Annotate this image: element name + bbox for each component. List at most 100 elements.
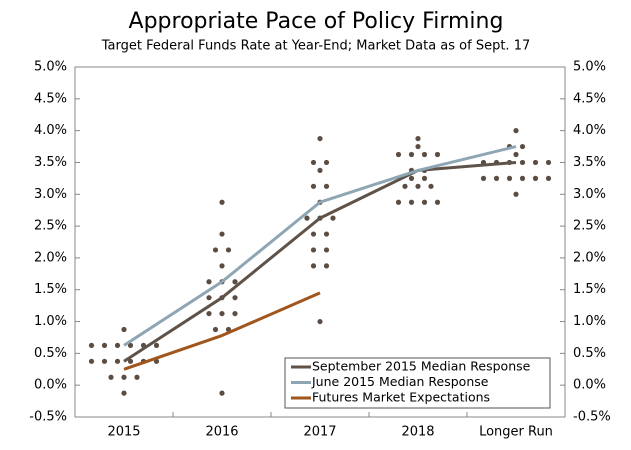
dot	[232, 279, 238, 285]
y-tick-label: 3.0%	[34, 187, 67, 202]
dot	[310, 183, 317, 189]
dot	[415, 183, 421, 189]
y-tick-label: 5.0%	[34, 60, 67, 75]
legend-label: Futures Market Expectations	[312, 390, 490, 405]
dot	[212, 247, 219, 253]
dot	[408, 175, 415, 181]
x-tick-label: 2016	[205, 425, 238, 440]
y-tick-label: 2.5%	[34, 219, 67, 234]
dot	[415, 143, 421, 150]
x-tick-label: 2018	[401, 425, 434, 440]
dot	[212, 326, 219, 333]
dot	[121, 390, 127, 396]
dot	[153, 342, 160, 349]
dot	[206, 279, 212, 285]
dot	[232, 295, 238, 301]
chart-title: Appropriate Pace of Policy Firming	[129, 9, 504, 34]
y-tick-label: 0.0%	[34, 378, 67, 393]
dot	[310, 159, 317, 166]
plot-frame	[74, 66, 566, 418]
x-tick-label: 2015	[107, 425, 140, 440]
dot	[408, 151, 415, 158]
dot	[513, 128, 519, 134]
dot	[114, 358, 121, 364]
y2-tick-label: 1.5%	[573, 282, 606, 297]
dot	[206, 295, 212, 301]
y2-tick-label: -0.5%	[573, 410, 611, 425]
series-line	[123, 145, 517, 347]
y-tick-label: 0.5%	[34, 346, 67, 361]
dot	[493, 175, 500, 181]
dot	[101, 358, 108, 364]
dot	[323, 247, 330, 253]
dot	[402, 183, 408, 189]
x-tick-label: 2017	[303, 425, 336, 440]
dot	[545, 159, 552, 166]
legend-label: September 2015 Median Response	[312, 359, 531, 374]
dot	[88, 358, 95, 364]
dot	[121, 374, 127, 380]
dot	[519, 159, 526, 166]
dot	[206, 310, 212, 317]
dot	[415, 135, 421, 142]
y2-tick-label: 0.0%	[573, 378, 606, 393]
y2-tick-label: 4.0%	[573, 123, 606, 138]
y2-tick-label: 0.5%	[573, 346, 606, 361]
dot	[519, 143, 526, 150]
dot	[421, 151, 428, 158]
dot	[127, 358, 134, 364]
dot	[421, 175, 428, 181]
y2-tick-label: 1.0%	[573, 314, 606, 329]
legend-label: June 2015 Median Response	[311, 374, 489, 389]
dot	[395, 151, 402, 158]
y-tick-label: 2.0%	[34, 250, 67, 265]
dot	[219, 390, 225, 396]
dot	[317, 318, 323, 325]
dot	[434, 151, 441, 158]
dot	[506, 175, 513, 181]
x-tick-label: Longer Run	[479, 425, 553, 440]
y-tick-label: 4.0%	[34, 123, 67, 138]
y2-tick-label: 4.5%	[573, 91, 606, 106]
y2-tick-label: 5.0%	[573, 60, 606, 75]
y-tick-label: 1.5%	[34, 282, 67, 297]
y-tick-label: -0.5%	[29, 410, 67, 425]
y2-tick-label: 2.0%	[573, 250, 606, 265]
dot	[330, 215, 336, 221]
y2-tick-label: 2.5%	[573, 219, 606, 234]
dot	[304, 215, 310, 221]
dot	[395, 199, 402, 205]
dot	[88, 342, 95, 349]
dot	[519, 175, 526, 181]
dot	[127, 342, 134, 349]
dot	[114, 342, 121, 349]
dot	[323, 159, 330, 166]
legend-box	[284, 357, 551, 409]
dot	[532, 159, 539, 166]
dot	[232, 310, 238, 317]
dot	[323, 183, 330, 189]
dot	[421, 199, 428, 205]
dot	[225, 247, 232, 253]
dot	[317, 167, 323, 174]
dot	[428, 183, 434, 189]
dot	[219, 199, 225, 205]
dot	[480, 175, 487, 181]
series-line	[123, 291, 321, 371]
dot	[134, 374, 140, 380]
series-line	[123, 160, 517, 363]
dot	[310, 231, 317, 237]
dot	[219, 263, 225, 269]
dot	[323, 231, 330, 237]
dot	[408, 199, 415, 205]
chart-subtitle: Target Federal Funds Rate at Year-End; M…	[101, 39, 531, 54]
y-tick-label: 4.5%	[34, 91, 67, 106]
dot	[101, 342, 108, 349]
dot	[513, 191, 519, 197]
dot	[108, 374, 114, 380]
y-tick-label: 3.5%	[34, 155, 67, 170]
y-tick-label: 1.0%	[34, 314, 67, 329]
dot	[219, 231, 225, 237]
dot	[323, 263, 330, 269]
